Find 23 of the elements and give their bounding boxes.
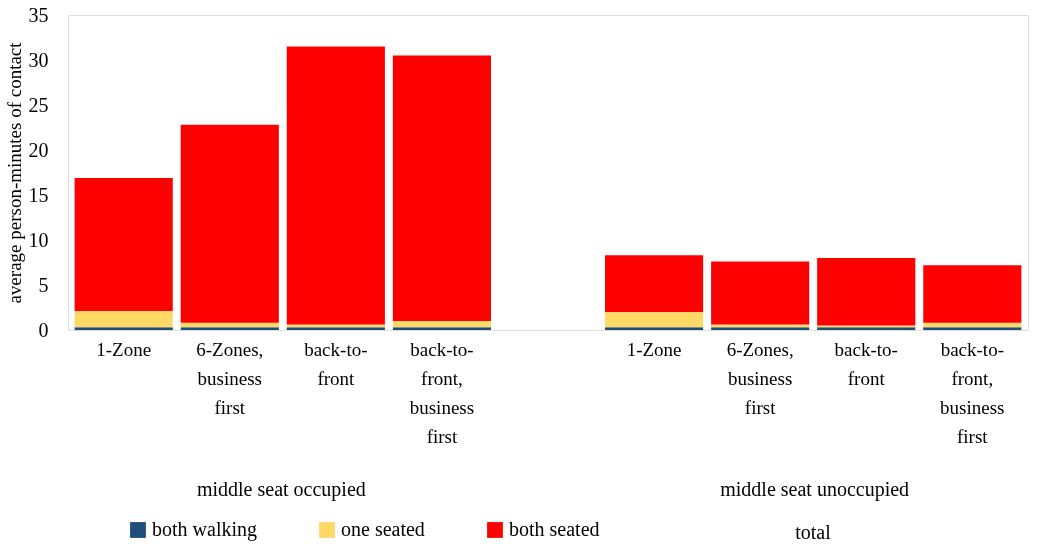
legend-label: both seated: [509, 518, 600, 540]
y-tick-label: 20: [28, 138, 49, 161]
y-axis-title: average person-minutes of contact: [3, 41, 25, 304]
y-tick-label: 35: [28, 3, 49, 26]
x-tick-label: back-to-front: [304, 338, 368, 389]
x-tick-label: back-to-front, business first: [409, 338, 475, 447]
x-tick-label: 6-Zones, business first: [726, 338, 794, 418]
legend-label: both walking: [152, 518, 257, 541]
text: middle seat occupied: [196, 478, 366, 501]
x-tick-label: back-to-front, business first: [940, 338, 1005, 447]
text: total: [795, 521, 832, 543]
legend-label: one seated: [341, 518, 425, 540]
y-tick-label: 5: [38, 273, 49, 296]
x-tick-label: 1-Zone: [96, 338, 152, 360]
y-tick-label: 25: [28, 93, 49, 116]
x-tick-label: back-to-front: [834, 338, 898, 389]
y-tick-label: 0: [38, 318, 49, 341]
text: middle seat unoccupied: [720, 478, 910, 501]
y-tick-label: 15: [28, 183, 49, 206]
x-tick-label: 6-Zones, business first: [196, 338, 264, 418]
y-tick-label: 10: [28, 228, 49, 251]
y-tick-label: 30: [28, 48, 49, 71]
x-tick-label: 1-Zone: [626, 338, 682, 360]
